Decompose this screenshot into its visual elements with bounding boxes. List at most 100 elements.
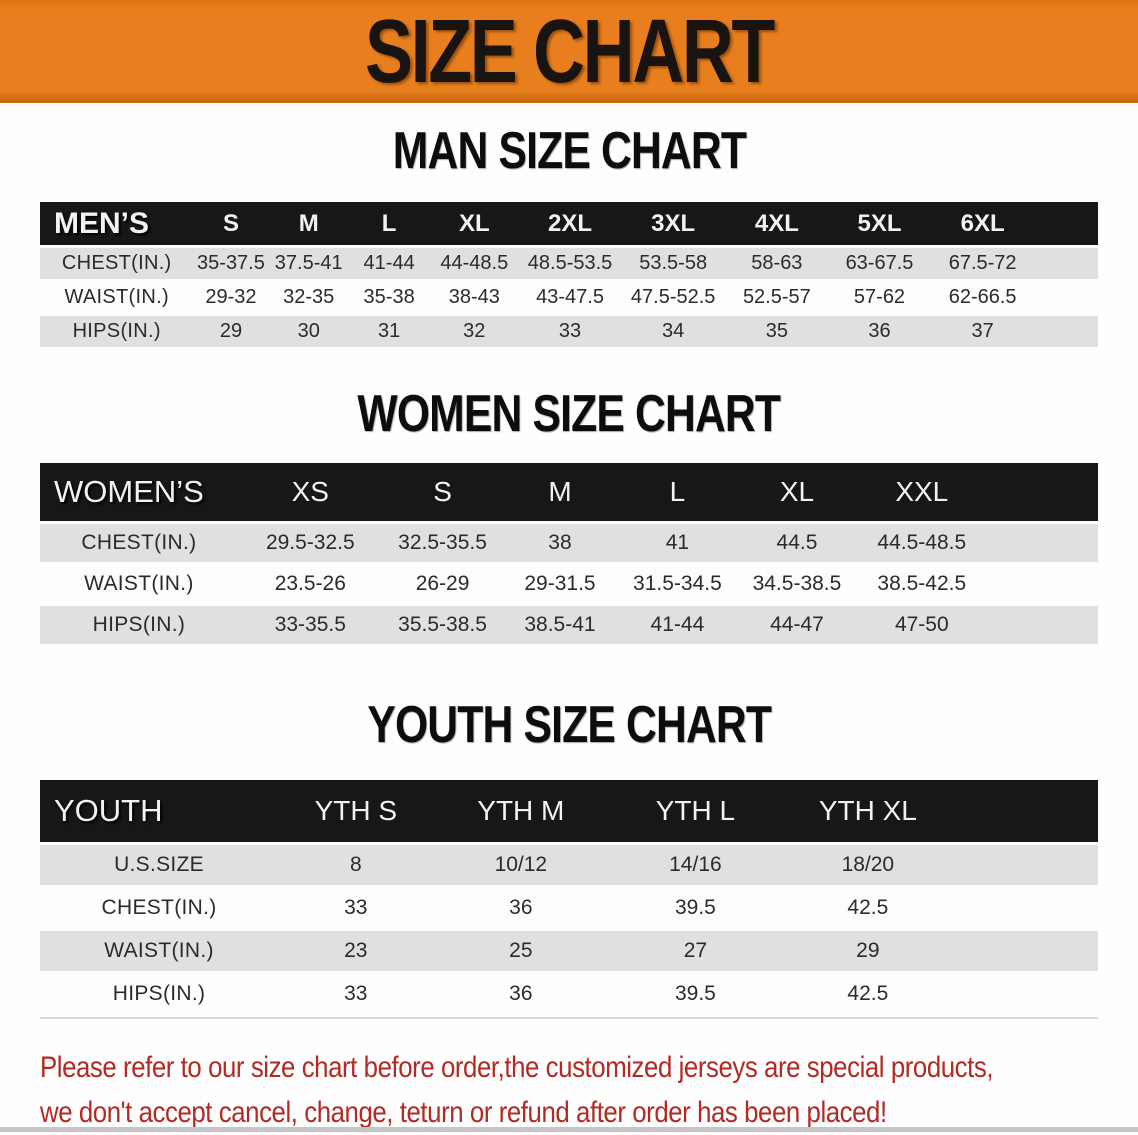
value-cell: 62-66.5 [930,282,1035,313]
table-header-row: YOUTH YTH S YTH M YTH L YTH XL [40,780,1098,842]
size-column-header: S [382,463,503,521]
size-column-header: S [193,202,269,245]
value-cell: 63-67.5 [828,248,931,279]
value-cell: 36 [433,974,609,1014]
spacer-cell [986,606,1098,644]
table-row: HIPS(IN.) 29 30 31 32 33 34 35 36 37 [40,316,1098,347]
value-cell: 33 [519,316,621,347]
size-column-header: YTH S [278,780,434,842]
women-chart-title: WOMEN SIZE CHART [357,385,782,443]
value-cell: 33-35.5 [237,606,383,644]
value-cell: 27 [608,931,783,971]
size-column-header: XS [237,463,383,521]
value-cell: 29-31.5 [502,565,618,603]
men-size-section: MAN SIZE CHART MEN’S S M L XL 2XL 3XL 4X… [0,125,1138,350]
table-row: WAIST(IN.) 23.5-26 26-29 29-31.5 31.5-34… [40,565,1098,603]
row-label-cell: WAIST(IN.) [40,565,238,603]
size-column-header: M [268,202,349,245]
value-cell: 67.5-72 [930,248,1035,279]
value-cell: 18/20 [782,845,954,885]
value-cell: 35 [725,316,829,347]
value-cell: 47.5-52.5 [620,282,726,313]
spacer-cell [1034,282,1098,313]
order-disclaimer: Please refer to our size chart before or… [40,1045,1138,1135]
size-chart-banner: SIZE CHART [0,0,1138,103]
size-column-header: YTH L [608,780,783,842]
value-cell: 38.5-42.5 [856,565,987,603]
value-cell: 48.5-53.5 [519,248,621,279]
spacer-cell [953,974,1098,1014]
value-cell: 43-47.5 [519,282,621,313]
value-cell: 32-35 [268,282,349,313]
size-column-header: XXL [856,463,987,521]
size-column-header: XL [429,202,520,245]
value-cell: 33 [278,974,434,1014]
value-cell: 32 [429,316,520,347]
table-row: HIPS(IN.) 33 36 39.5 42.5 [40,974,1098,1014]
value-cell: 29 [193,316,269,347]
size-column-header: 5XL [828,202,931,245]
bottom-edge-strip [0,1127,1138,1132]
value-cell: 23 [278,931,434,971]
value-cell: 37 [930,316,1035,347]
value-cell: 36 [828,316,931,347]
table-row: WAIST(IN.) 23 25 27 29 [40,931,1098,971]
value-cell: 41 [617,524,738,562]
value-cell: 36 [433,888,609,928]
value-cell: 37.5-41 [268,248,349,279]
value-cell: 31.5-34.5 [617,565,738,603]
spacer-cell [986,463,1098,521]
value-cell: 35-38 [348,282,430,313]
women-size-table: WOMEN’S XS S M L XL XXL CHEST(IN.) 29.5-… [40,460,1098,647]
value-cell: 29.5-32.5 [237,524,383,562]
value-cell: 38-43 [429,282,520,313]
table-header-row: WOMEN’S XS S M L XL XXL [40,463,1098,521]
value-cell: 53.5-58 [620,248,726,279]
disclaimer-line-2: we don't accept cancel, change, teturn o… [40,1096,887,1129]
value-cell: 33 [278,888,434,928]
spacer-cell [1034,202,1098,245]
value-cell: 58-63 [725,248,829,279]
youth-size-table: YOUTH YTH S YTH M YTH L YTH XL U.S.SIZE … [40,777,1098,1019]
table-row: CHEST(IN.) 35-37.5 37.5-41 41-44 44-48.5… [40,248,1098,279]
table-row: WAIST(IN.) 29-32 32-35 35-38 38-43 43-47… [40,282,1098,313]
table-header-row: MEN’S S M L XL 2XL 3XL 4XL 5XL 6XL [40,202,1098,245]
disclaimer-line-1: Please refer to our size chart before or… [40,1051,994,1084]
size-column-header: 3XL [620,202,726,245]
spacer-cell [953,888,1098,928]
size-column-header: M [502,463,618,521]
value-cell: 38 [502,524,618,562]
value-cell: 31 [348,316,430,347]
value-cell: 35-37.5 [193,248,269,279]
size-column-header: 4XL [725,202,829,245]
table-row: CHEST(IN.) 29.5-32.5 32.5-35.5 38 41 44.… [40,524,1098,562]
size-column-header: L [617,463,738,521]
value-cell: 26-29 [382,565,503,603]
value-cell: 34 [620,316,726,347]
value-cell: 29 [782,931,954,971]
spacer-cell [953,845,1098,885]
value-cell: 10/12 [433,845,609,885]
value-cell: 8 [278,845,434,885]
youth-size-section: YOUTH SIZE CHART YOUTH YTH S YTH M YTH L… [0,699,1138,1019]
table-row: U.S.SIZE 8 10/12 14/16 18/20 [40,845,1098,885]
size-column-header: 6XL [930,202,1035,245]
women-size-section: WOMEN SIZE CHART WOMEN’S XS S M L XL XXL… [0,388,1138,647]
spacer-cell [986,524,1098,562]
row-label-cell: CHEST(IN.) [40,888,279,928]
row-label-cell: HIPS(IN.) [40,606,238,644]
value-cell: 39.5 [608,888,783,928]
row-label-cell: WAIST(IN.) [40,931,279,971]
row-label-cell: U.S.SIZE [40,845,279,885]
youth-corner-label: YOUTH [40,780,279,842]
size-column-header: XL [737,463,857,521]
size-column-header: YTH XL [782,780,954,842]
row-label-cell: HIPS(IN.) [40,316,194,347]
value-cell: 35.5-38.5 [382,606,503,644]
row-label-cell: WAIST(IN.) [40,282,194,313]
value-cell: 25 [433,931,609,971]
size-column-header: 2XL [519,202,621,245]
men-chart-title: MAN SIZE CHART [392,122,746,180]
youth-chart-title: YOUTH SIZE CHART [367,696,772,754]
value-cell: 30 [268,316,349,347]
